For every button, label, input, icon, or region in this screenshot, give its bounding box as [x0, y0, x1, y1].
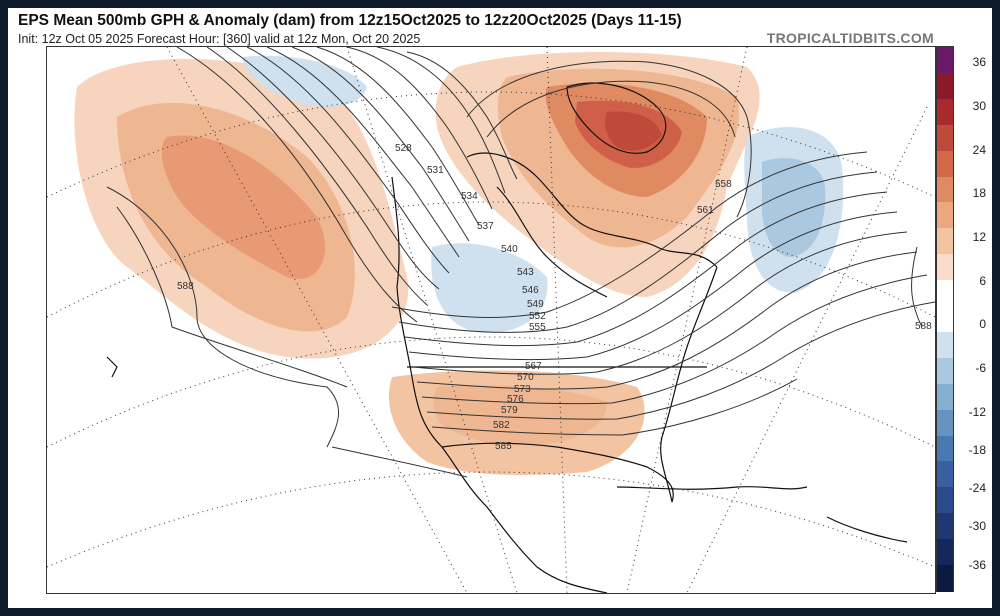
- contour-label: 540: [501, 244, 518, 255]
- contour-label: 528: [395, 143, 412, 154]
- contour-label: 585: [495, 441, 512, 452]
- colorbar-tick: 12: [972, 230, 986, 245]
- colorbar-tick: 36: [972, 55, 986, 70]
- colorbar-segment: [937, 461, 953, 489]
- contour-label: 555: [529, 322, 546, 333]
- colorbar-segment: [937, 539, 953, 567]
- contour-label: 576: [507, 394, 524, 405]
- contour-label: 558: [715, 179, 732, 190]
- colorbar-tick: -24: [968, 481, 986, 496]
- contour-label: 579: [501, 405, 518, 416]
- colorbar-segment: [937, 565, 953, 593]
- colorbar-tick: 18: [972, 186, 986, 201]
- colorbar-segment: [937, 254, 953, 282]
- contour-label: 552: [529, 311, 546, 322]
- colorbar-tick: -18: [968, 443, 986, 458]
- contour-label: 534: [461, 191, 478, 202]
- contour-label: 537: [477, 221, 494, 232]
- contour-label: 573: [514, 384, 531, 395]
- colorbar-segment: [937, 280, 953, 308]
- colorbar-segment: [937, 98, 953, 126]
- contour-label: 543: [517, 267, 534, 278]
- colorbar: [936, 46, 954, 593]
- colorbar-segment: [937, 487, 953, 515]
- colorbar-segment: [937, 409, 953, 437]
- colorbar-segment: [937, 72, 953, 100]
- colorbar-segment: [937, 228, 953, 256]
- coastlines: [106, 82, 908, 593]
- contour-label: 531: [427, 165, 444, 176]
- map-svg: 528 531 534 537 540 543 546 549 552 555 …: [47, 47, 935, 593]
- colorbar-segment: [937, 124, 953, 152]
- colorbar-tick: -36: [968, 557, 986, 572]
- colorbar-tick: 0: [979, 317, 986, 332]
- chart-title: EPS Mean 500mb GPH & Anomaly (dam) from …: [18, 12, 682, 29]
- colorbar-tick: -12: [968, 404, 986, 419]
- colorbar-tick: 30: [972, 99, 986, 114]
- colorbar-segment: [937, 202, 953, 230]
- colorbar-segment: [937, 435, 953, 463]
- contour-label: 567: [525, 361, 542, 372]
- chart-subtitle: Init: 12z Oct 05 2025 Forecast Hour: [36…: [18, 32, 421, 46]
- graticule: [47, 47, 935, 593]
- colorbar-tick: 6: [979, 273, 986, 288]
- colorbar-segment: [937, 331, 953, 359]
- positive-anomaly-shading: [74, 52, 760, 475]
- colorbar-segment: [937, 150, 953, 178]
- contour-labels: 528 531 534 537 540 543 546 549 552 555 …: [177, 143, 932, 452]
- contour-label: 561: [697, 205, 714, 216]
- contour-label: 570: [517, 372, 534, 383]
- colorbar-tick: -6: [975, 361, 986, 376]
- colorbar-segment: [937, 383, 953, 411]
- figure-frame: EPS Mean 500mb GPH & Anomaly (dam) from …: [8, 8, 992, 608]
- contour-label: 582: [493, 420, 510, 431]
- negative-anomaly-shading: [242, 55, 844, 333]
- colorbar-ticks: 36 30 24 18 12 6 0 -6 -12 -18 -24 -30 -3…: [958, 46, 992, 592]
- source-credit: TROPICALTIDBITS.COM: [766, 30, 934, 46]
- colorbar-segment: [937, 513, 953, 541]
- colorbar-segment: [937, 306, 953, 334]
- contour-label: 588: [915, 321, 932, 332]
- colorbar-segment: [937, 357, 953, 385]
- height-contours: [106, 47, 935, 478]
- contour-label: 549: [527, 299, 544, 310]
- map-panel: 528 531 534 537 540 543 546 549 552 555 …: [46, 46, 936, 594]
- colorbar-tick: -30: [968, 519, 986, 534]
- contour-label: 546: [522, 285, 539, 296]
- colorbar-segment: [937, 47, 953, 74]
- contour-label: 588: [177, 281, 194, 292]
- colorbar-segment: [937, 176, 953, 204]
- colorbar-tick: 24: [972, 142, 986, 157]
